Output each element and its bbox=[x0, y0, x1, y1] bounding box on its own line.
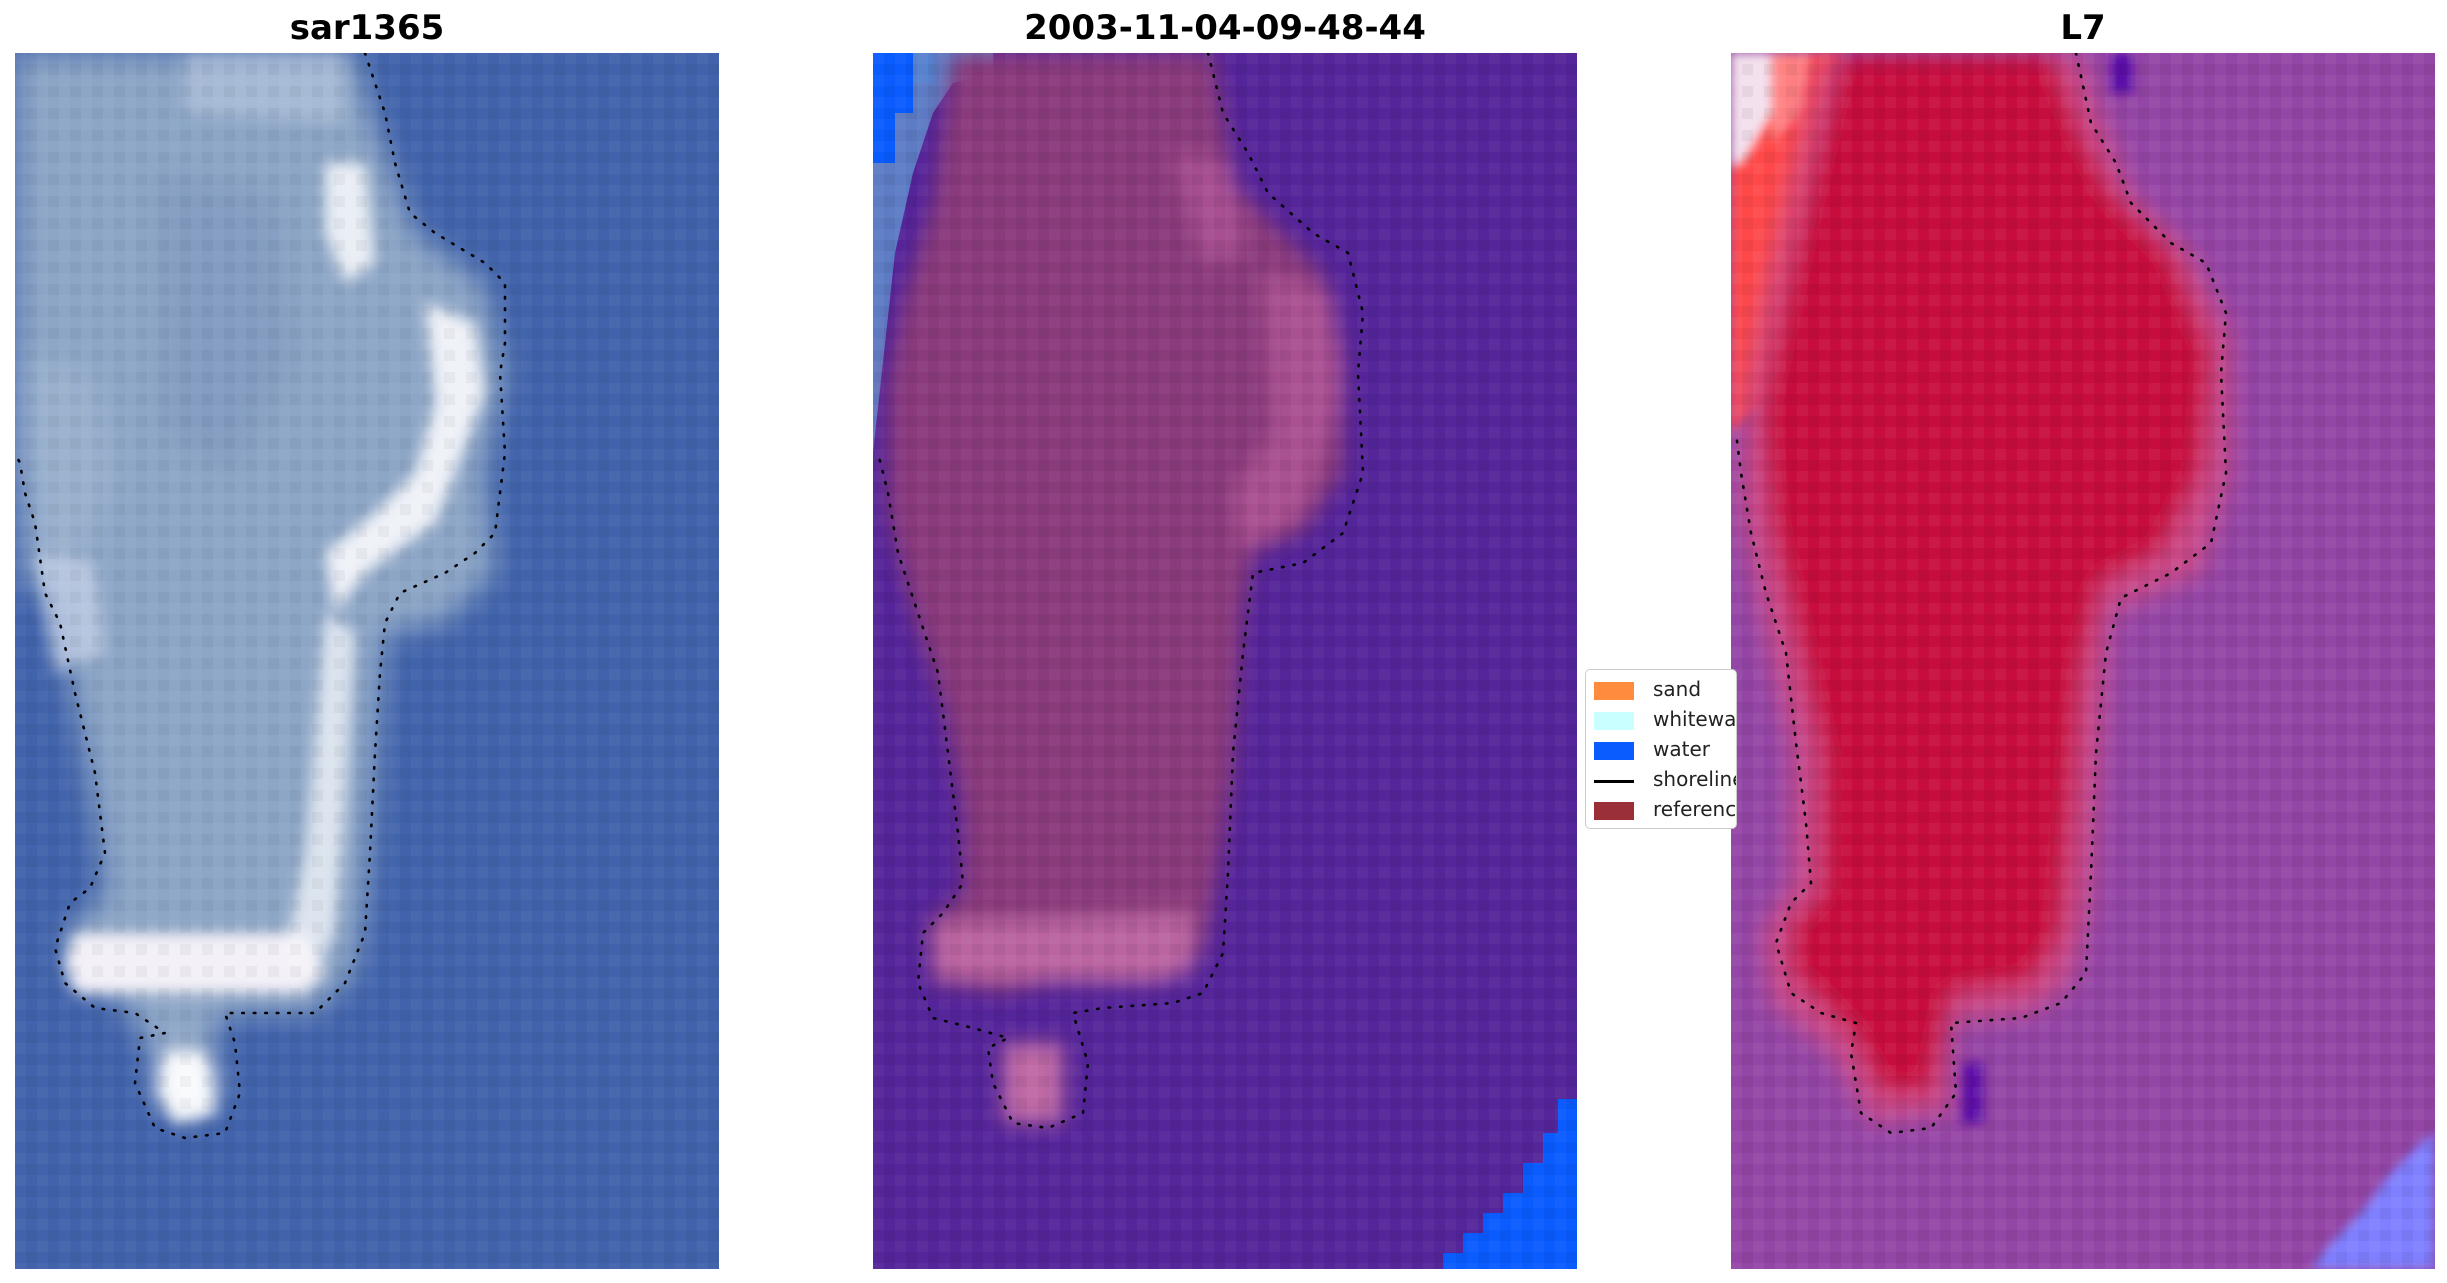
panel-title-index: L7 bbox=[2060, 8, 2106, 48]
classified-image-svg bbox=[873, 53, 1577, 1269]
legend-label-water: water bbox=[1653, 737, 1710, 761]
panel-index: L7 bbox=[1731, 0, 2435, 1283]
legend-item-water: water bbox=[1586, 734, 1736, 764]
panel-rgb: sar1365 bbox=[15, 0, 719, 1283]
classified-shoreline bbox=[876, 53, 1365, 1130]
legend-item-sand: sand bbox=[1586, 674, 1736, 704]
legend-label-sand: sand bbox=[1653, 677, 1702, 701]
legend-line-shoreline bbox=[1594, 780, 1634, 783]
index-image bbox=[1731, 53, 2435, 1269]
classified-image bbox=[873, 53, 1577, 1269]
legend-label-whitewater: whitewater bbox=[1653, 707, 1737, 731]
legend: sand whitewater water shoreline referenc… bbox=[1585, 669, 1737, 829]
index-image-svg bbox=[1731, 53, 2435, 1269]
legend-item-whitewater: whitewater bbox=[1586, 704, 1737, 734]
legend-swatch-whitewater bbox=[1594, 712, 1634, 730]
legend-swatch-water bbox=[1594, 742, 1634, 760]
panel-title-rgb: sar1365 bbox=[289, 8, 445, 48]
legend-label-reference: reference bbox=[1653, 797, 1737, 821]
index-shoreline bbox=[1734, 53, 2228, 1135]
rgb-image bbox=[15, 53, 719, 1269]
rgb-image-svg bbox=[15, 53, 719, 1269]
legend-item-shoreline: shoreline bbox=[1586, 764, 1737, 794]
legend-swatch-sand bbox=[1594, 682, 1634, 700]
panel-classified: 2003-11-04-09-48-44 bbox=[873, 0, 1577, 1283]
legend-label-shoreline: shoreline bbox=[1653, 767, 1737, 791]
panel-title-classified: 2003-11-04-09-48-44 bbox=[1024, 8, 1426, 48]
legend-swatch-reference bbox=[1594, 802, 1634, 820]
legend-item-reference: reference bbox=[1586, 794, 1737, 824]
